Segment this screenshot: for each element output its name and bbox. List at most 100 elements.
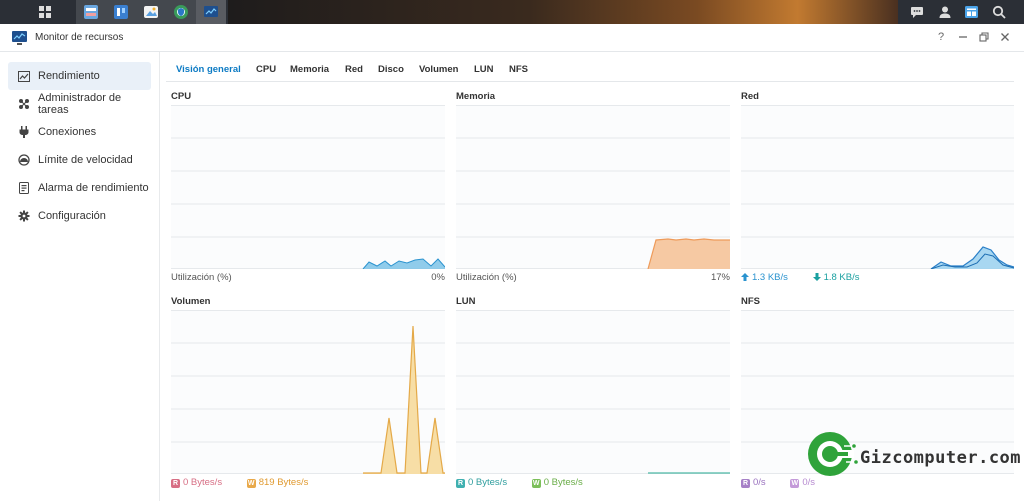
main-menu-button[interactable]	[30, 0, 60, 24]
sidebar-item-label: Configuración	[38, 210, 106, 222]
cpu-value: 0%	[431, 272, 445, 283]
control-panel-icon	[114, 5, 128, 19]
tab-nfs[interactable]: NFS	[509, 64, 528, 75]
photo-icon	[144, 6, 158, 18]
watermark-logo-icon	[808, 432, 858, 476]
alarm-icon	[18, 182, 30, 194]
tasks-icon	[18, 98, 30, 110]
tab-cpu[interactable]: CPU	[256, 64, 277, 75]
window-titlebar: Monitor de recursos ?	[0, 24, 1024, 52]
sidebar-item-speed-limit[interactable]: Límite de velocidad	[8, 146, 151, 174]
memory-graph	[456, 105, 730, 269]
sidebar-item-performance[interactable]: Rendimiento	[8, 62, 151, 90]
taskbar	[0, 0, 1024, 24]
search-icon	[992, 5, 1006, 19]
memory-legend: Utilización (%)	[456, 272, 517, 283]
widgets-icon	[964, 6, 978, 18]
sidebar: Rendimiento Administrador de tareas Cone…	[0, 52, 160, 501]
tab-memory[interactable]: Memoria	[290, 64, 330, 75]
resource-monitor-icon	[12, 31, 27, 45]
tab-network[interactable]: Red	[345, 64, 363, 75]
restore-icon	[979, 32, 989, 42]
lun-graph	[456, 310, 730, 474]
help-button[interactable]: ?	[934, 30, 948, 44]
nfs-panel-title: NFS	[741, 296, 760, 307]
lun-write-value: 0 Bytes/s	[543, 477, 583, 488]
watermark-text: Gizcomputer.com	[860, 448, 1022, 468]
write-badge: W	[531, 479, 541, 488]
tab-overview[interactable]: Visión general	[176, 64, 241, 75]
user-icon	[939, 6, 951, 18]
nfs-write: W 0/s	[790, 477, 815, 488]
read-badge: R	[741, 479, 750, 488]
minimize-icon	[959, 36, 967, 38]
volume-write-value: 819 Bytes/s	[258, 477, 309, 488]
chat-button[interactable]	[902, 0, 932, 24]
read-badge: R	[456, 479, 465, 488]
restore-button[interactable]	[977, 30, 991, 44]
help-icon: ?	[937, 31, 945, 43]
network-panel[interactable]: Red 1.3 KB/s 1.8 KB/s	[741, 91, 1014, 286]
network-legend: 1.3 KB/s 1.8 KB/s	[741, 272, 881, 283]
desktop-wallpaper-strip	[228, 0, 898, 24]
sidebar-item-label: Conexiones	[38, 126, 97, 138]
gear-icon	[18, 210, 30, 222]
network-upload: 1.3 KB/s	[741, 272, 788, 283]
volume-panel-title: Volumen	[171, 296, 211, 307]
write-badge: W	[246, 479, 256, 488]
taskbar-app-resource-monitor[interactable]	[196, 0, 226, 24]
tab-volume[interactable]: Volumen	[419, 64, 459, 75]
memory-value: 17%	[710, 272, 730, 283]
widgets-button[interactable]	[956, 0, 986, 24]
download-icon	[812, 273, 821, 281]
sidebar-item-label: Límite de velocidad	[38, 154, 133, 166]
minimize-button[interactable]	[956, 30, 970, 44]
network-download-value: 1.8 KB/s	[823, 272, 860, 283]
memory-panel[interactable]: Memoria Utilización (%) 17%	[456, 91, 730, 286]
tab-disk[interactable]: Disco	[378, 64, 404, 75]
nfs-graph	[741, 310, 1014, 474]
nfs-write-value: 0/s	[802, 477, 816, 488]
network-download: 1.8 KB/s	[812, 272, 860, 283]
volume-read-value: 0 Bytes/s	[183, 477, 223, 488]
taskbar-app-control-panel[interactable]	[106, 0, 136, 24]
volume-write: W 819 Bytes/s	[246, 477, 309, 488]
taskbar-app-package-center[interactable]	[76, 0, 106, 24]
nfs-legend: R 0/s W 0/s	[741, 477, 837, 488]
cpu-panel[interactable]: CPU Utilización (%) 0%	[171, 91, 445, 286]
memory-panel-title: Memoria	[456, 91, 496, 102]
sidebar-item-connections[interactable]: Conexiones	[8, 118, 151, 146]
sidebar-item-settings[interactable]: Configuración	[8, 202, 151, 230]
volume-graph	[171, 310, 445, 474]
sidebar-item-label: Rendimiento	[38, 70, 100, 82]
chart-icon	[18, 70, 30, 82]
gauge-icon	[18, 154, 30, 166]
network-graph	[741, 105, 1014, 269]
tab-lun[interactable]: LUN	[474, 64, 494, 75]
taskbar-app-security-advisor[interactable]	[166, 0, 196, 24]
sidebar-item-task-manager[interactable]: Administrador de tareas	[8, 90, 151, 118]
plug-icon	[18, 126, 30, 138]
read-badge: R	[171, 479, 180, 488]
lun-read-value: 0 Bytes/s	[468, 477, 508, 488]
cpu-legend: Utilización (%)	[171, 272, 232, 283]
sidebar-item-performance-alarm[interactable]: Alarma de rendimiento	[8, 174, 151, 202]
lun-panel-title: LUN	[456, 296, 476, 307]
cpu-panel-title: CPU	[171, 91, 192, 102]
window-title: Monitor de recursos	[35, 32, 124, 43]
grid-icon	[39, 6, 51, 18]
close-icon	[1001, 33, 1009, 41]
nfs-panel[interactable]: NFS R 0/s W 0/s	[741, 296, 1014, 491]
user-button[interactable]	[930, 0, 960, 24]
taskbar-app-file-station[interactable]	[136, 0, 166, 24]
network-upload-value: 1.3 KB/s	[752, 272, 788, 283]
close-button[interactable]	[998, 30, 1012, 44]
search-button[interactable]	[984, 0, 1014, 24]
